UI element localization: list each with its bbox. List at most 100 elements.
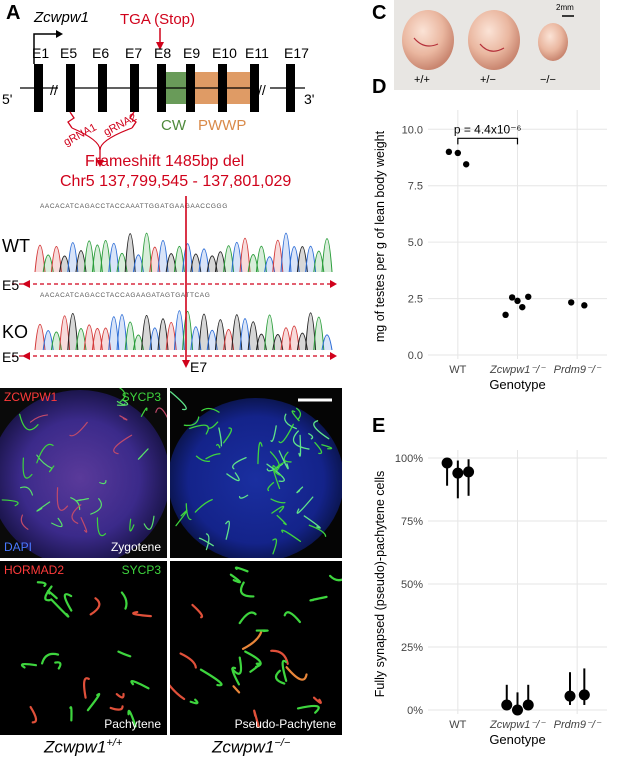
- chromosome-axis: [96, 517, 107, 537]
- chromatogram-peak: [296, 332, 308, 351]
- chromosome-axis: [298, 434, 302, 457]
- svg-text://: //: [258, 82, 266, 98]
- chromosome-axis: [267, 481, 275, 492]
- chromosome-axis: [22, 457, 33, 479]
- exon-e17: [286, 64, 295, 112]
- chromosome-axis: [303, 515, 321, 529]
- chromosome-axis: [40, 652, 60, 665]
- zygotene-label: Zygotene: [110, 540, 161, 554]
- chromosome-axis: [109, 705, 124, 711]
- exon-e1: [34, 64, 43, 112]
- chromosome-axis: [46, 590, 58, 600]
- pachytene-label: Pachytene: [104, 717, 161, 731]
- y-tick-label: 2.5: [408, 294, 423, 306]
- chromatogram-peak: [67, 313, 79, 351]
- chromosome-axis: [194, 498, 213, 513]
- y-tick-label: 0.0: [408, 350, 423, 362]
- panel-a-gene-diagram: Zcwpw1 TGA (Stop) E1 E5 E6 E7 E8 E9 E10 …: [2, 9, 337, 375]
- chromosome-axis: [198, 537, 214, 547]
- genotype-ko-label: Zcwpw1−/−: [212, 737, 290, 758]
- chromosome-axis: [313, 420, 330, 440]
- exon-label-e11: E11: [245, 45, 269, 61]
- chromosome-axis: [283, 451, 292, 463]
- chromosome-axis: [274, 460, 287, 477]
- chromosome-axis: [328, 574, 342, 582]
- chromatogram-peak: [132, 254, 144, 273]
- x-tick-label: Prdm9⁻/⁻: [554, 719, 602, 731]
- chromosome-axis: [130, 679, 150, 690]
- chromosome-axis: [283, 611, 302, 624]
- x-tick-label: WT: [449, 364, 466, 376]
- chromosome-axis: [216, 443, 221, 449]
- chromatogram-peak: [255, 246, 267, 273]
- chromosome-axis: [99, 479, 107, 485]
- chromosome-axis: [308, 524, 327, 537]
- chromosome-axis: [29, 414, 49, 423]
- x-tick-label: WT: [449, 719, 466, 731]
- chromosome-axis: [19, 486, 34, 496]
- scale-bar-label: 2mm: [556, 3, 574, 12]
- exon-e9: [186, 64, 195, 112]
- data-point: [568, 299, 575, 306]
- chromosome-axis: [309, 595, 328, 602]
- data-point: [564, 690, 576, 702]
- chromosome-axis: [266, 463, 283, 472]
- exon-label-e10: E10: [212, 45, 237, 61]
- y-axis-label: mg of testes per g of lean body weight: [373, 130, 387, 342]
- synapsis-chart: 0% 25% 50% 75% 100% WT Zcwpw1⁻/⁻ Prdm9⁻/⁻ Genoty…: [373, 450, 607, 747]
- chromosome-axis: [266, 463, 285, 482]
- data-point: [501, 699, 513, 711]
- chromosome-axis: [118, 388, 126, 404]
- chromosome-axis: [80, 517, 88, 533]
- chromosome-axis: [56, 487, 69, 511]
- chromosome-axis: [238, 494, 249, 499]
- chromatogram-peak: [132, 334, 144, 351]
- data-point: [522, 699, 534, 711]
- chromosome-axis: [191, 603, 204, 619]
- micrograph-pachytene: HORMAD2 SYCP3 Pachytene: [0, 561, 167, 735]
- chromosome-axis: [291, 410, 300, 422]
- ko-label: KO: [2, 322, 28, 342]
- chromatogram-peak: [313, 316, 325, 351]
- exon-e8: [157, 64, 166, 112]
- chromatogram-peak: [214, 319, 226, 351]
- data-point: [514, 297, 521, 305]
- chromatogram-peak: [264, 314, 276, 351]
- chromosome-axis: [115, 692, 125, 699]
- data-point: [445, 148, 453, 156]
- p-value-annotation: p = 4.4x10⁻⁶: [454, 122, 522, 136]
- chromosome-axis: [238, 611, 257, 625]
- exon-label-e7: E7: [125, 45, 142, 61]
- dapi-stain-label: DAPI: [4, 540, 33, 554]
- chromosome-axis: [140, 407, 148, 417]
- chromosome-axis: [281, 529, 302, 543]
- chromosome-axis: [232, 456, 247, 470]
- chromosome-axis: [205, 533, 210, 551]
- data-point: [463, 466, 475, 478]
- chromosome-axis: [20, 514, 29, 530]
- chromosome-axis: [155, 407, 167, 419]
- pwwp-label: PWWP: [198, 117, 246, 134]
- exon-e6: [98, 64, 107, 112]
- chromosome-axis: [71, 504, 82, 524]
- y-tick-label: 75%: [401, 516, 423, 528]
- chromosome-axis: [249, 662, 261, 673]
- chromosome-axis: [274, 669, 286, 685]
- chromosome-axis: [270, 649, 289, 665]
- data-point: [441, 457, 453, 469]
- chromosome-axis: [281, 659, 288, 682]
- ko-chromatogram: [34, 310, 333, 351]
- svg-text://: //: [50, 82, 58, 98]
- chromatogram-peak: [255, 333, 267, 351]
- chromatogram-peak: [67, 242, 79, 273]
- chromosome-axis: [175, 509, 188, 527]
- data-point: [578, 689, 590, 701]
- panel-letter-c: C: [372, 2, 387, 24]
- y-axis-label: Fully synapsed (pseudo)-pachytene cells: [373, 471, 387, 698]
- chromosome-axis: [48, 465, 55, 473]
- chromosome-axis: [276, 514, 287, 526]
- wt-e5-label: E5: [2, 277, 19, 293]
- chromatogram-peak: [116, 252, 128, 273]
- chromatogram-peak: [321, 334, 333, 351]
- chromosome-axis: [170, 684, 186, 701]
